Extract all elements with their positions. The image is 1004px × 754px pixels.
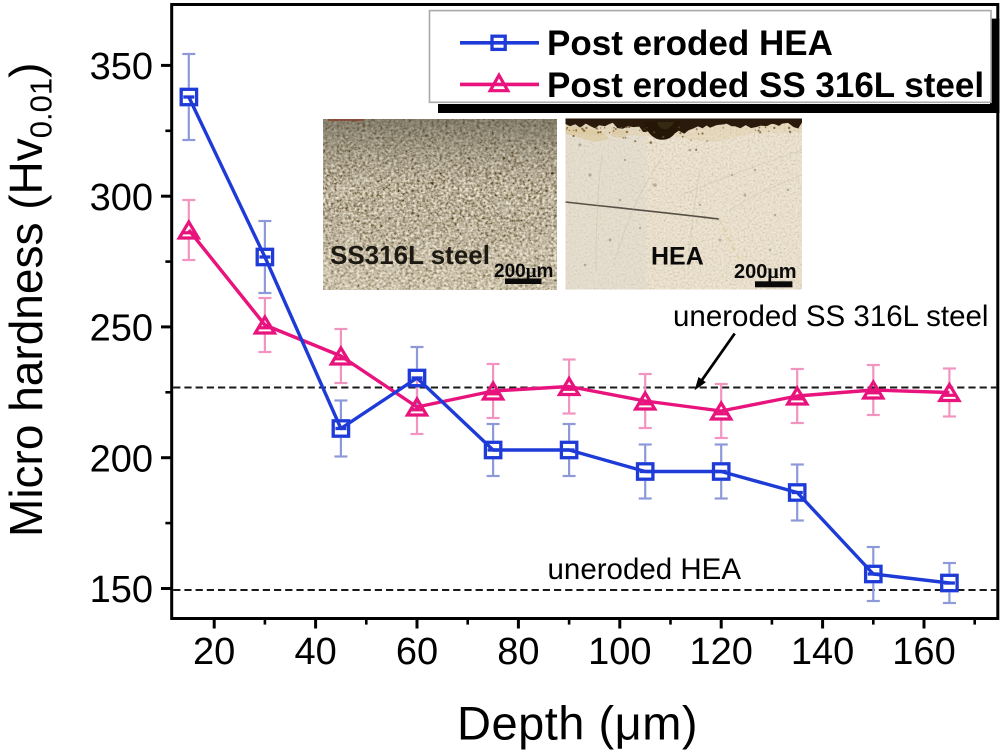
svg-text:80: 80 — [497, 631, 539, 673]
svg-text:20: 20 — [193, 631, 235, 673]
svg-text:350: 350 — [90, 46, 153, 88]
svg-text:250: 250 — [90, 308, 153, 350]
svg-text:Post eroded SS 316L steel: Post eroded SS 316L steel — [547, 66, 984, 105]
svg-text:120: 120 — [689, 631, 752, 673]
svg-text:SS316L steel: SS316L steel — [330, 240, 490, 270]
svg-text:Post eroded HEA: Post eroded HEA — [547, 24, 833, 63]
svg-text:Depth (μm): Depth (μm) — [457, 697, 698, 750]
svg-text:300: 300 — [90, 177, 153, 219]
svg-text:Micro hardness (Hv0.01): Micro hardness (Hv0.01) — [0, 63, 59, 537]
svg-text:HEA: HEA — [651, 243, 704, 271]
svg-text:40: 40 — [294, 631, 336, 673]
svg-text:200μm: 200μm — [494, 261, 553, 282]
svg-text:200: 200 — [90, 438, 153, 480]
svg-text:100: 100 — [588, 631, 651, 673]
svg-text:uneroded HEA: uneroded HEA — [548, 553, 742, 586]
svg-text:60: 60 — [396, 631, 438, 673]
svg-text:140: 140 — [791, 631, 854, 673]
svg-text:160: 160 — [892, 631, 955, 673]
svg-text:uneroded SS 316L steel: uneroded SS 316L steel — [673, 300, 988, 333]
svg-text:200μm: 200μm — [734, 261, 797, 283]
svg-text:150: 150 — [90, 569, 153, 611]
